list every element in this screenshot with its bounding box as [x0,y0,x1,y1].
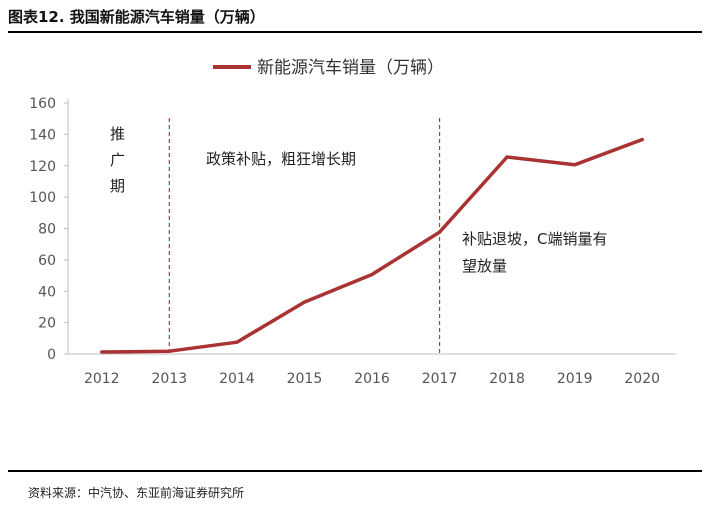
line-chart: 新能源汽车销量（万辆） 0 20 40 60 80 100 120 140 160 2012 2013… [29,58,676,387]
y-tick-label: 20 [38,316,56,332]
x-tick-label: 2017 [422,371,458,387]
x-tick-label: 2012 [84,371,120,387]
x-tick-label: 2014 [219,371,255,387]
annotation-phase2: 政策补贴，粗狂增长期 [206,150,356,168]
y-tick-label: 40 [38,284,56,300]
y-tick-label: 120 [29,159,56,175]
data-point [302,300,306,304]
figure-title: 图表12. 我国新能源汽车销量（万辆） [8,8,265,26]
source-note: 资料来源：中汽协、东亚前海证券研究所 [28,486,245,500]
y-tick-label: 80 [38,222,56,238]
x-tick-label: 2016 [354,371,390,387]
x-tick-label: 2020 [624,371,660,387]
data-point [167,349,171,353]
data-point [235,340,239,344]
y-tick-label: 100 [29,190,56,206]
annotation-phase1: 期 [110,177,125,195]
data-point [370,272,374,276]
x-tick-label: 2013 [152,371,188,387]
y-tick-label: 60 [38,253,56,269]
y-tick-label: 0 [47,347,56,363]
y-tick-label: 140 [29,127,56,143]
data-point [100,350,104,354]
annotation-phase1: 广 [110,151,125,169]
data-point [573,163,577,167]
x-tick-label: 2019 [557,371,593,387]
y-tick-label: 160 [29,96,56,112]
data-point [505,155,509,159]
top-divider [8,31,702,33]
legend-label: 新能源汽车销量（万辆） [257,58,444,78]
annotation-phase3: 望放量 [462,257,507,275]
data-point [438,230,442,234]
annotation-phase1: 推 [110,125,125,143]
annotation-phase3: 补贴退坡，C端销量有 [462,230,607,248]
data-point [640,138,644,142]
x-tick-label: 2015 [287,371,323,387]
x-tick-label: 2018 [489,371,525,387]
bottom-divider [8,470,702,472]
